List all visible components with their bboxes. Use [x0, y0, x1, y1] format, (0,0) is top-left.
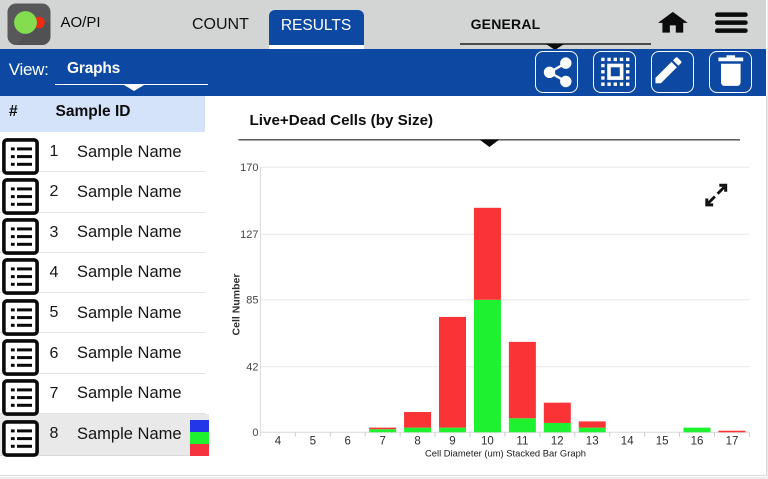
- svg-text:15: 15: [656, 435, 669, 447]
- svg-text:4: 4: [275, 435, 282, 447]
- svg-text:13: 13: [586, 435, 599, 447]
- svg-text:42: 42: [246, 361, 258, 373]
- svg-text:6: 6: [344, 435, 350, 447]
- svg-text:127: 127: [240, 229, 258, 241]
- svg-text:11: 11: [516, 435, 528, 447]
- svg-text:85: 85: [246, 294, 258, 306]
- svg-text:8: 8: [414, 435, 420, 447]
- svg-text:17: 17: [726, 435, 739, 447]
- svg-text:9: 9: [449, 435, 455, 447]
- svg-text:12: 12: [551, 435, 564, 447]
- svg-text:7: 7: [379, 435, 385, 447]
- svg-text:0: 0: [252, 427, 258, 439]
- svg-text:14: 14: [621, 435, 634, 447]
- svg-text:10: 10: [481, 435, 494, 447]
- svg-text:170: 170: [240, 162, 258, 174]
- svg-text:5: 5: [310, 435, 316, 447]
- svg-text:Live+Dead Cells (by Size): Live+Dead Cells (by Size): [250, 112, 434, 129]
- svg-text:Cell Number: Cell Number: [230, 274, 242, 336]
- svg-text:16: 16: [691, 435, 704, 447]
- svg-text:Cell Diameter (um) Stacked Bar: Cell Diameter (um) Stacked Bar Graph: [425, 447, 586, 458]
